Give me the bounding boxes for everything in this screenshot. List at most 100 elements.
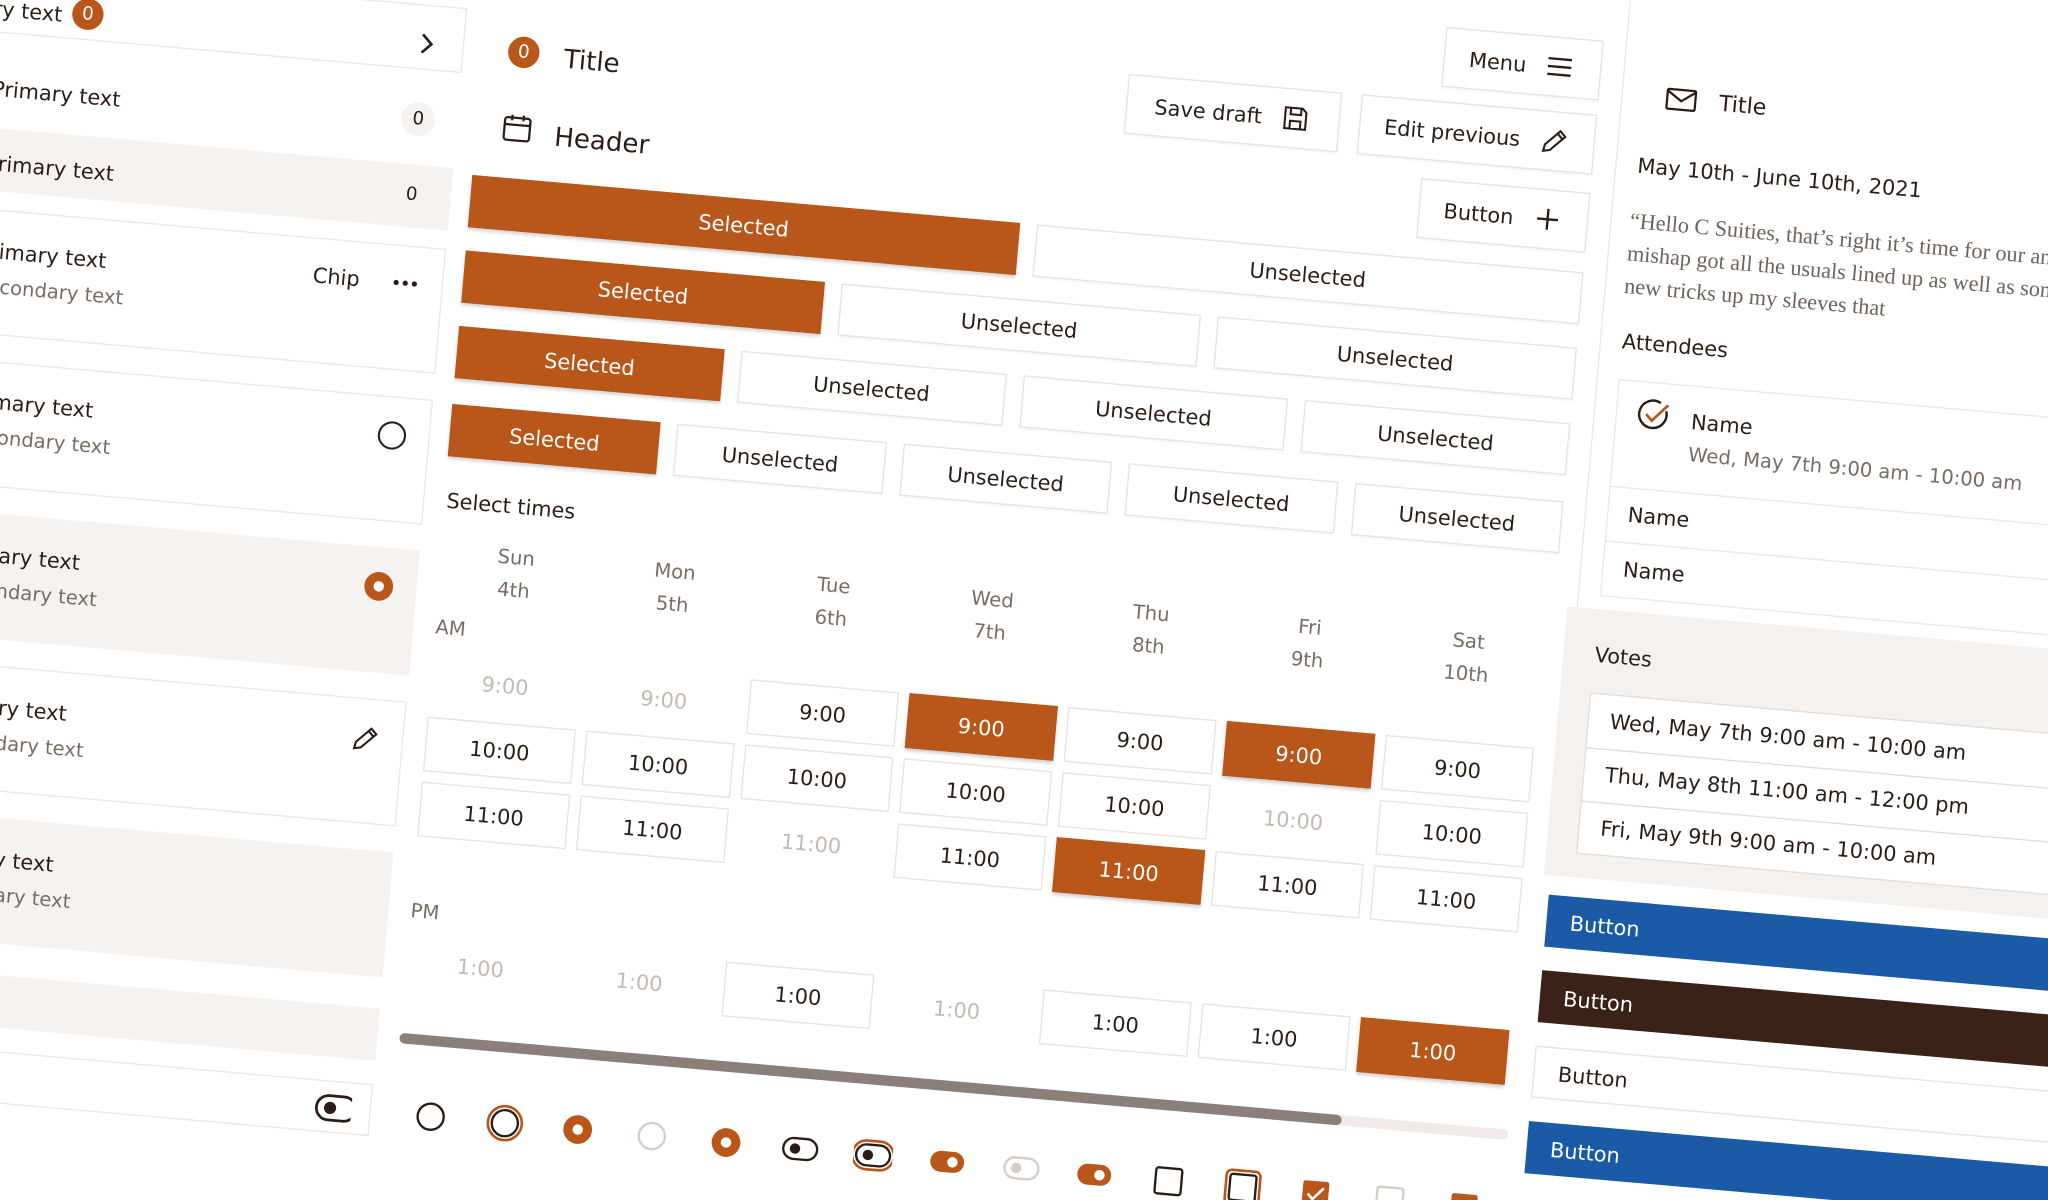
form-control[interactable]	[1295, 1173, 1337, 1200]
form-control-glyph	[637, 1121, 667, 1151]
time-slot[interactable]: 1:00	[1038, 989, 1192, 1058]
confirmed-icon	[1634, 395, 1674, 435]
form-control[interactable]	[705, 1121, 747, 1163]
time-slot[interactable]: 9:00	[904, 693, 1058, 761]
time-slot: 11:00	[734, 809, 888, 878]
edit-previous-button-icon-glyph	[1541, 129, 1567, 152]
label: Unselected	[1172, 480, 1291, 516]
time-slot[interactable]: 10:00	[899, 758, 1053, 826]
edit-previous-button[interactable]: Edit previous	[1356, 94, 1598, 175]
label: Selected	[508, 422, 601, 456]
time-slot[interactable]: 1:00	[721, 961, 875, 1030]
form-control[interactable]	[852, 1134, 895, 1176]
time-slot[interactable]: 10:00	[581, 730, 735, 799]
segment-button[interactable]: Selected	[454, 325, 725, 402]
time-slot[interactable]: 10:00	[422, 716, 576, 785]
label: 9:00	[480, 670, 530, 700]
time-slot[interactable]: 10:00	[1057, 772, 1211, 840]
time-slot[interactable]: 11:00	[1052, 837, 1206, 905]
time-slot: 9:00	[587, 665, 741, 734]
segment-button[interactable]: Unselected	[1300, 400, 1571, 476]
form-control[interactable]	[557, 1108, 599, 1150]
time-slot[interactable]: 1:00	[1356, 1017, 1510, 1085]
form-control[interactable]	[1221, 1166, 1263, 1200]
label: 1:00	[455, 953, 505, 983]
form-control[interactable]	[1000, 1147, 1042, 1189]
label: 1:00	[614, 967, 664, 996]
day-date: 9th	[1289, 646, 1325, 673]
confirmed-icon-glyph	[1637, 399, 1670, 430]
segment-button[interactable]: Unselected	[899, 443, 1113, 514]
form-control-glyph	[1222, 1168, 1262, 1200]
segment-button[interactable]: Selected	[447, 404, 662, 475]
time-slot[interactable]: 9:00	[1222, 720, 1376, 789]
add-button[interactable]: Button	[1416, 178, 1591, 253]
add-button-icon	[1530, 202, 1564, 236]
time-slot[interactable]: 11:00	[1210, 851, 1364, 919]
form-control[interactable]	[926, 1141, 968, 1183]
time-slot[interactable]: 11:00	[575, 795, 730, 864]
label: 1:00	[1408, 1036, 1458, 1066]
label: 1:00	[932, 994, 982, 1024]
title-badge: 0	[506, 35, 541, 70]
list-trailing-icon-glyph	[352, 727, 378, 750]
segment-button[interactable]: Unselected	[1213, 316, 1577, 400]
form-control[interactable]	[631, 1115, 673, 1157]
form-control[interactable]	[1369, 1179, 1411, 1200]
day-date: 8th	[1131, 632, 1166, 660]
time-slot[interactable]: 9:00	[1380, 734, 1535, 803]
label: 1:00	[773, 981, 823, 1010]
day-name: Sun	[496, 544, 536, 572]
label: Button	[1562, 985, 1635, 1017]
segment-button[interactable]: Selected	[461, 250, 825, 334]
label: 10:00	[1420, 818, 1483, 849]
time-slot[interactable]: 1:00	[1197, 1003, 1351, 1071]
list-item[interactable]	[0, 961, 380, 1061]
label: 11:00	[1097, 855, 1160, 886]
edit-previous-button-icon	[1537, 124, 1571, 158]
form-control-glyph	[1077, 1163, 1112, 1186]
form-control[interactable]	[1147, 1160, 1189, 1200]
list-trailing-icon-glyph	[377, 421, 407, 450]
time-slot: 9:00	[428, 651, 582, 720]
list-trailing-icon	[348, 722, 382, 756]
time-slot[interactable]: 11:00	[417, 781, 571, 850]
segment-button[interactable]: Unselected	[1018, 375, 1289, 451]
day-name: Thu	[1131, 600, 1171, 627]
time-slot[interactable]: 10:00	[740, 744, 894, 812]
time-slot[interactable]: 9:00	[1063, 707, 1217, 775]
segment-button[interactable]: Unselected	[1124, 463, 1338, 534]
form-control[interactable]	[483, 1102, 525, 1144]
time-slot[interactable]: 11:00	[893, 823, 1047, 891]
form-control[interactable]	[778, 1128, 820, 1170]
label: 9:00	[798, 698, 848, 728]
time-slot[interactable]: 9:00	[746, 679, 900, 747]
form-control-glyph	[1449, 1193, 1478, 1200]
time-slot[interactable]: 10:00	[1375, 799, 1529, 868]
header: Header	[553, 120, 651, 161]
form-control[interactable]	[1073, 1154, 1115, 1196]
day-name: Fri	[1297, 614, 1323, 640]
segment-button[interactable]: Unselected	[1350, 483, 1564, 554]
list-trailing-icon	[388, 266, 422, 300]
label: 10:00	[785, 763, 848, 794]
segment-button[interactable]: Unselected	[673, 423, 887, 495]
menu-button[interactable]: Menu	[1441, 26, 1604, 101]
segment-button[interactable]: Unselected	[837, 283, 1201, 367]
form-control[interactable]	[1442, 1186, 1484, 1200]
form-control-glyph	[486, 1104, 523, 1142]
menu-button-icon-glyph	[1547, 57, 1573, 78]
segment-button[interactable]: Unselected	[736, 350, 1007, 426]
day-name: Wed	[970, 585, 1015, 614]
save-draft-button[interactable]: Save draft	[1123, 73, 1343, 153]
label: 10:00	[627, 749, 690, 780]
form-control[interactable]	[409, 1095, 451, 1137]
label: Edit previous	[1383, 113, 1522, 151]
list-trailing-icon	[375, 419, 409, 453]
time-slot[interactable]: 11:00	[1369, 864, 1523, 933]
time-slot: 1:00	[880, 975, 1034, 1044]
period-label: AM	[434, 615, 467, 642]
label: 9:00	[1115, 726, 1165, 756]
day-date: 10th	[1442, 659, 1490, 688]
label: Button	[1549, 1136, 1621, 1168]
